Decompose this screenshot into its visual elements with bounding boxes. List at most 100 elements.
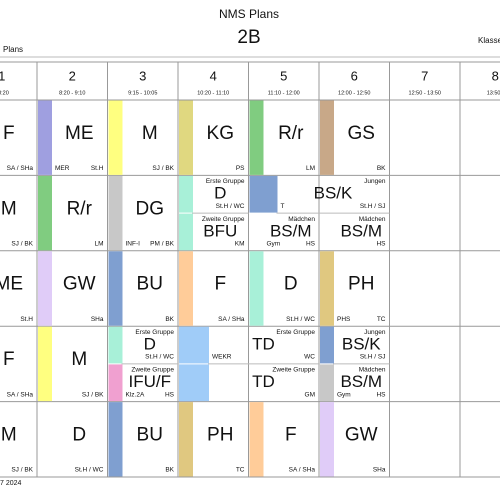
- right-label: Klasse: [478, 36, 500, 45]
- subject: PH: [207, 425, 233, 446]
- color-bar: [108, 175, 123, 251]
- period-time: 8:20 - 9:10: [59, 90, 85, 96]
- color-bar: [179, 100, 193, 175]
- color-bar: [179, 402, 193, 477]
- color-bar: [249, 402, 264, 477]
- subject: GW: [345, 425, 378, 446]
- period-time: 13:50 -: [487, 90, 500, 96]
- teacher: SA / SHa: [289, 467, 316, 474]
- period-number: 8: [492, 68, 499, 83]
- color-bar: [179, 326, 209, 364]
- color-bar: [249, 175, 278, 213]
- subject: D: [214, 184, 226, 203]
- room: Gym: [337, 391, 351, 398]
- color-bar: [108, 364, 123, 402]
- group: Jungen: [364, 329, 386, 336]
- period-number: 4: [210, 68, 217, 83]
- teacher: HS: [165, 391, 175, 398]
- teacher: SA / SHa: [218, 316, 245, 323]
- group: Jungen: [364, 178, 386, 185]
- teacher: HS: [376, 241, 386, 248]
- period-number: 5: [280, 68, 287, 83]
- period-time: - 8:20: [0, 90, 9, 96]
- period-number: 1: [0, 68, 5, 83]
- subject: M: [1, 425, 17, 446]
- teacher: TC: [236, 467, 245, 474]
- subject: BS/M: [270, 221, 312, 240]
- color-bar: [179, 364, 209, 402]
- subject: BU: [137, 425, 163, 446]
- teacher: St.H / WC: [286, 316, 315, 323]
- subject: M: [1, 198, 17, 219]
- period-number: 2: [69, 68, 76, 83]
- teacher: TC: [377, 316, 386, 323]
- color-bar: [179, 251, 193, 326]
- room: Klz.2A: [126, 391, 145, 398]
- teacher: SA / SHa: [7, 165, 34, 172]
- subject: ME: [0, 274, 23, 295]
- teacher: PM / BK: [150, 241, 175, 248]
- teacher: St.H / SJ: [360, 354, 386, 361]
- teacher: SJ / BK: [82, 391, 104, 398]
- room: INF-I: [126, 241, 141, 248]
- subject: KG: [207, 123, 234, 144]
- color-bar: [320, 402, 334, 477]
- subject: BS/M: [340, 372, 382, 391]
- subject: R/r: [67, 198, 93, 219]
- subject: DG: [136, 198, 165, 219]
- teacher: SHa: [373, 467, 386, 474]
- teacher: SJ / BK: [11, 241, 33, 248]
- subject: D: [144, 335, 156, 354]
- subject: GS: [348, 123, 375, 144]
- subject: PH: [348, 274, 374, 295]
- subject: D: [284, 274, 298, 295]
- period-time: 10:20 - 11:10: [197, 90, 229, 96]
- left-label: Plans: [3, 45, 23, 54]
- subject: BS/K: [342, 335, 381, 354]
- group: Zweite Gruppe: [202, 216, 245, 223]
- period-time: 12:00 - 12:50: [338, 90, 370, 96]
- color-bar: [320, 100, 334, 175]
- period-time: 12:50 - 13:50: [409, 90, 441, 96]
- subject: TD: [252, 372, 275, 391]
- teacher: SJ / BK: [11, 467, 33, 474]
- group: Erste Gruppe: [135, 329, 174, 336]
- subject: D: [72, 425, 86, 446]
- group: Mädchen: [359, 216, 386, 223]
- subject: F: [3, 349, 15, 370]
- teacher: BK: [165, 467, 174, 474]
- teacher: BK: [165, 316, 174, 323]
- teacher: St.H: [91, 165, 104, 172]
- group: Erste Gruppe: [206, 178, 245, 185]
- teacher: St.H: [20, 316, 33, 323]
- period-number: 7: [421, 68, 428, 83]
- teacher: St.H / WC: [216, 203, 245, 210]
- color-bar: [108, 251, 123, 326]
- period-time: 11:10 - 12:00: [268, 90, 300, 96]
- group: Mädchen: [359, 367, 386, 374]
- teacher: HS: [376, 391, 386, 398]
- period-time: 9:15 - 10:05: [128, 90, 157, 96]
- color-bar: [320, 364, 334, 402]
- period-number: 3: [139, 68, 146, 83]
- group: Mädchen: [288, 216, 315, 223]
- color-bar: [38, 326, 52, 402]
- subject: TD: [252, 335, 275, 354]
- subject: BS/K: [314, 184, 353, 203]
- teacher: SJ / BK: [152, 165, 174, 172]
- color-bar: [179, 175, 193, 213]
- color-bar: [320, 326, 334, 364]
- group: Erste Gruppe: [276, 329, 315, 336]
- color-bar: [108, 402, 123, 477]
- teacher: KM: [235, 241, 245, 248]
- period-number: 6: [351, 68, 358, 83]
- teacher: HS: [306, 241, 316, 248]
- subject: BS/M: [340, 221, 382, 240]
- subject: BFU: [203, 221, 237, 240]
- teacher: LM: [94, 241, 103, 248]
- subject: GW: [63, 274, 96, 295]
- subject: M: [71, 349, 87, 370]
- group: Zweite Gruppe: [272, 367, 315, 374]
